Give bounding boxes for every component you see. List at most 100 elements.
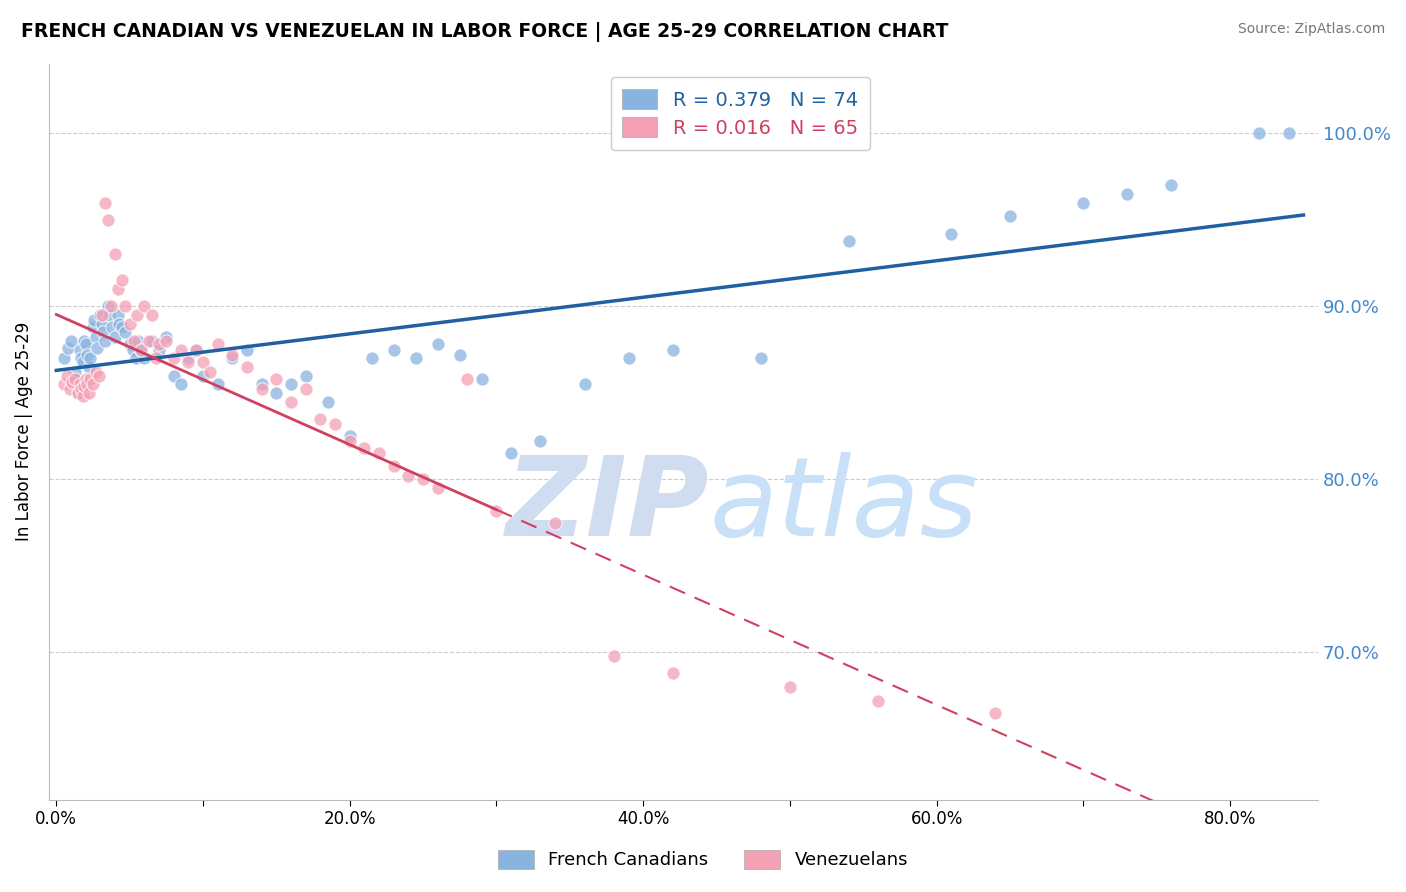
- Point: [73, 379, 96, 393]
- Point: [141, 308, 163, 322]
- Point: [779, 680, 801, 694]
- Point: [207, 377, 229, 392]
- Point: [221, 348, 243, 362]
- Point: [83, 313, 105, 327]
- Point: [84, 365, 107, 379]
- Point: [529, 434, 551, 449]
- Point: [65, 372, 87, 386]
- Point: [280, 377, 302, 392]
- Point: [866, 694, 889, 708]
- Point: [52, 377, 75, 392]
- Point: [84, 330, 107, 344]
- Point: [236, 343, 259, 357]
- Point: [70, 351, 93, 366]
- Point: [87, 368, 110, 383]
- Point: [456, 372, 478, 386]
- Point: [485, 503, 508, 517]
- Point: [114, 299, 136, 313]
- Point: [82, 377, 104, 392]
- Point: [449, 348, 471, 362]
- Point: [191, 355, 214, 369]
- Point: [250, 377, 273, 392]
- Point: [138, 334, 160, 348]
- Point: [426, 481, 449, 495]
- Point: [69, 343, 91, 357]
- Point: [93, 195, 115, 210]
- Point: [73, 334, 96, 348]
- Point: [76, 348, 98, 362]
- Point: [148, 343, 170, 357]
- Y-axis label: In Labor Force | Age 25-29: In Labor Force | Age 25-29: [15, 322, 32, 541]
- Point: [661, 666, 683, 681]
- Point: [471, 372, 494, 386]
- Point: [111, 273, 134, 287]
- Point: [266, 372, 288, 386]
- Point: [382, 343, 405, 357]
- Point: [266, 385, 288, 400]
- Point: [118, 337, 141, 351]
- Point: [72, 355, 94, 369]
- Point: [98, 308, 121, 322]
- Point: [90, 317, 112, 331]
- Point: [148, 337, 170, 351]
- Point: [309, 412, 332, 426]
- Point: [998, 210, 1021, 224]
- Point: [82, 320, 104, 334]
- Point: [77, 359, 100, 374]
- Point: [69, 377, 91, 392]
- Text: ZIP: ZIP: [505, 452, 709, 558]
- Point: [221, 351, 243, 366]
- Point: [145, 351, 167, 366]
- Point: [79, 372, 101, 386]
- Point: [70, 383, 93, 397]
- Point: [382, 458, 405, 473]
- Point: [131, 343, 153, 357]
- Point: [323, 417, 346, 431]
- Point: [134, 351, 156, 366]
- Point: [155, 330, 177, 344]
- Point: [97, 299, 120, 313]
- Point: [75, 372, 97, 386]
- Point: [838, 234, 860, 248]
- Point: [1249, 126, 1271, 140]
- Point: [52, 351, 75, 366]
- Point: [501, 446, 523, 460]
- Point: [316, 394, 339, 409]
- Point: [426, 337, 449, 351]
- Legend: French Canadians, Venezuelans: French Canadians, Venezuelans: [488, 841, 918, 879]
- Point: [1160, 178, 1182, 193]
- Point: [339, 434, 361, 449]
- Point: [170, 343, 193, 357]
- Point: [67, 385, 90, 400]
- Point: [58, 383, 80, 397]
- Point: [67, 385, 90, 400]
- Point: [124, 351, 146, 366]
- Point: [91, 326, 114, 340]
- Point: [1073, 195, 1095, 210]
- Point: [114, 326, 136, 340]
- Point: [749, 351, 772, 366]
- Point: [63, 372, 86, 386]
- Point: [184, 343, 207, 357]
- Point: [236, 359, 259, 374]
- Point: [121, 343, 143, 357]
- Point: [661, 343, 683, 357]
- Point: [207, 337, 229, 351]
- Point: [177, 355, 200, 369]
- Point: [191, 368, 214, 383]
- Point: [360, 351, 382, 366]
- Point: [97, 212, 120, 227]
- Point: [104, 330, 127, 344]
- Point: [125, 308, 148, 322]
- Point: [574, 377, 596, 392]
- Point: [79, 351, 101, 366]
- Point: [66, 377, 89, 392]
- Point: [65, 365, 87, 379]
- Point: [412, 472, 434, 486]
- Point: [100, 299, 122, 313]
- Text: Source: ZipAtlas.com: Source: ZipAtlas.com: [1237, 22, 1385, 37]
- Point: [90, 308, 112, 322]
- Point: [59, 334, 82, 348]
- Point: [398, 469, 420, 483]
- Point: [72, 389, 94, 403]
